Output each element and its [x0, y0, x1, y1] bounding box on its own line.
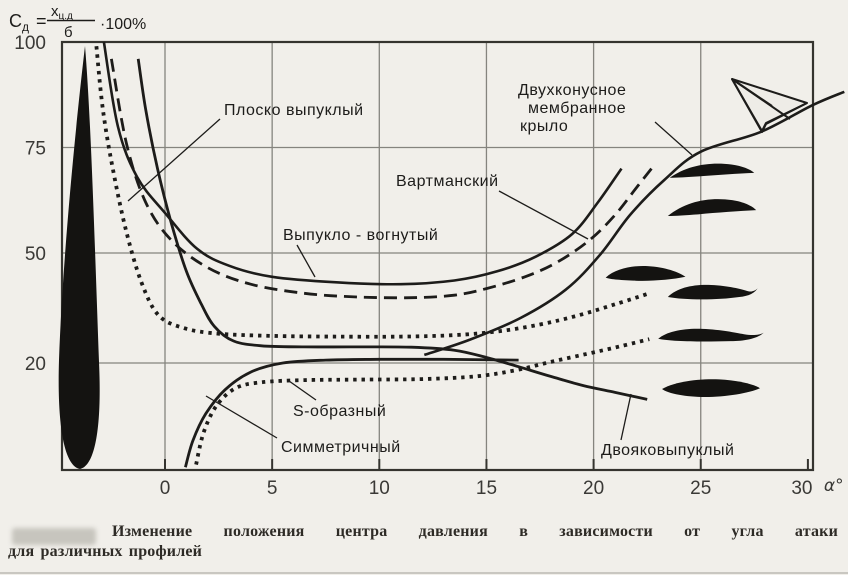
curve-Двухконусное мембранное крыло	[423, 90, 845, 357]
curve-label-vypuklo-vognuty: Выпукло - вогнутый	[283, 227, 438, 244]
x-tick-label: 15	[476, 478, 497, 499]
leader-line-wartmansky	[498, 190, 589, 240]
leader-line-vypuklo-vognuty	[296, 244, 316, 278]
leader-line-plosko-vypukly	[127, 118, 221, 202]
formula-numerator: хц.д	[51, 3, 73, 22]
curve-label-s-obrazny: S-образный	[293, 403, 386, 420]
airfoil-profile-silhouette	[662, 379, 760, 397]
x-axis-unit-label: α°	[824, 476, 844, 496]
airfoil-profile-silhouette	[667, 199, 757, 216]
x-tick-label: 30	[791, 478, 812, 499]
curve-label-membrane-wing: крыло	[520, 118, 568, 135]
gridlines	[62, 42, 813, 470]
curve-Плоско выпуклый	[94, 46, 650, 339]
y-tick-label: 100	[14, 33, 46, 54]
curve-label-plosko-vypukly: Плоско выпуклый	[224, 102, 364, 119]
caption-line-1: Изменение положения центра давления в за…	[112, 523, 838, 540]
x-tick-label: 10	[369, 478, 390, 499]
plot-border-rect	[60, 40, 815, 472]
x-tick-label: 5	[267, 478, 278, 499]
y-tick-label: 50	[25, 244, 46, 265]
curve-Вартманский	[110, 58, 653, 300]
curve-label-dvoyakovypukly: Двояковыпуклый	[601, 442, 734, 459]
axis-tick-labels: 0 5 10 15 20 25 30 α° 100 75 50 20	[14, 33, 843, 499]
plot-border	[60, 40, 815, 472]
leader-line-dvoyakovypukly	[620, 393, 632, 441]
curve-Двояковыпуклый	[136, 58, 648, 401]
airfoil-silhouettes	[605, 163, 764, 397]
y-tick-label: 75	[25, 139, 46, 160]
paper-plane-icon	[731, 78, 808, 133]
airfoil-profile-silhouette	[658, 328, 764, 342]
x-tick-label: 25	[690, 478, 711, 499]
curve-label-membrane-wing: мембранное	[528, 100, 626, 117]
curve-labels: Плоско выпуклый Двухконусноемембранноекры…	[127, 82, 734, 459]
leader-line-s-obrazny	[288, 380, 317, 401]
curve-Симметричный	[184, 357, 519, 468]
leader-line-simmetrichny	[205, 395, 278, 439]
vertical-airfoil-silhouette	[58, 46, 100, 469]
y-tick-label: 20	[25, 354, 46, 375]
x-tick-label: 0	[160, 478, 171, 499]
faded-figure-number	[12, 528, 96, 545]
caption-line-2: для различных профилей	[8, 543, 203, 560]
y-axis-formula: Сд = хц.д б ·100%	[9, 3, 146, 41]
airfoil-profile-silhouette	[669, 163, 755, 178]
curve-label-simmetrichny: Симметричный	[281, 439, 401, 456]
x-tick-label: 20	[583, 478, 604, 499]
curve-Выпукло - вогнутый	[102, 41, 623, 286]
leader-line-membrane-wing	[654, 121, 693, 156]
curves	[94, 41, 845, 468]
airfoil-profile-silhouette	[667, 284, 759, 300]
axis-ticks	[164, 459, 809, 470]
figure-caption: Изменение положения центра давления в за…	[0, 519, 848, 561]
airfoil-profile-silhouette	[605, 265, 686, 281]
formula-lhs: Сд =	[9, 11, 47, 34]
formula-suffix: ·100%	[100, 16, 146, 33]
curve-label-wartmansky: Вартманский	[396, 173, 499, 190]
curve-S-образный	[194, 337, 650, 466]
formula-denominator: б	[64, 24, 73, 41]
curve-label-membrane-wing: Двухконусное	[518, 82, 626, 99]
chart: Плоско выпуклый Двухконусноемембранноекры…	[9, 3, 845, 499]
